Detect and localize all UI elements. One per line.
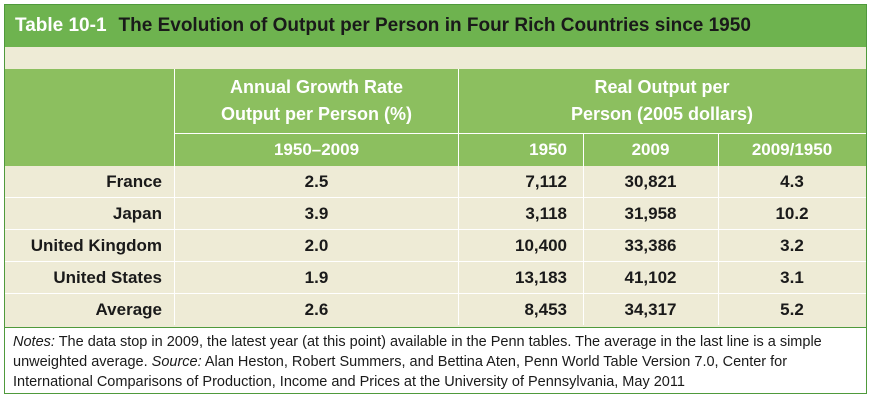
notes-text: The data stop in 2009, the latest year (… [13,334,822,370]
row-2009: 31,958 [624,203,677,223]
table-title-bar: Table 10-1 The Evolution of Output per P… [5,5,866,47]
row-1950: 7,112 [525,171,567,191]
header-1950: 1950 [529,140,567,159]
row-growth: 3.9 [304,203,329,223]
header-output-line1: Real Output per [594,77,730,97]
spacer-row [5,47,866,70]
row-1950: 10,400 [515,235,567,255]
row-ratio: 3.1 [780,267,804,287]
cell-divider [458,230,459,261]
row-country: France [106,171,162,191]
table-row: United Kingdom 2.0 10,400 33,386 3.2 [5,230,866,262]
row-2009: 34,317 [624,299,677,319]
cell-divider [458,294,459,325]
row-country: United Kingdom [30,235,162,255]
cell-divider [583,294,584,325]
row-2009: 30,821 [624,171,677,191]
row-country: Average [95,299,162,319]
header-divider [718,133,719,166]
header-growth-line2: Output per Person (%) [220,104,412,124]
row-ratio: 4.3 [780,171,804,191]
cell-divider [174,166,175,197]
table-number: Table 10-1 [15,15,107,36]
row-ratio: 5.2 [780,299,804,319]
row-2009: 33,386 [624,235,677,255]
notes-label: Notes: [13,334,55,350]
source-text: Alan Heston, Robert Summers, and Bettina… [13,354,788,390]
row-1950: 8,453 [524,299,567,319]
cell-divider [458,166,459,197]
cell-divider [458,262,459,293]
row-1950: 3,118 [525,203,567,223]
header-growth-group: Annual Growth Rate Output per Person (%) [175,69,458,133]
row-ratio: 10.2 [775,203,809,223]
cell-divider [718,294,719,325]
header-output-line2: Person (2005 dollars) [570,104,754,124]
row-growth: 2.5 [304,171,329,191]
cell-divider [718,166,719,197]
cell-divider [174,262,175,293]
table-title: The Evolution of Output per Person in Fo… [118,15,751,36]
source-label: Source: [151,354,202,370]
table-header: Annual Growth Rate Output per Person (%)… [5,69,866,166]
cell-divider [174,294,175,325]
row-growth: 2.6 [304,299,329,319]
table-row-average: Average 2.6 8,453 34,317 5.2 [5,294,866,326]
cell-divider [174,230,175,261]
cell-divider [458,198,459,229]
header-growth-line1: Annual Growth Rate [229,77,403,97]
row-ratio: 3.2 [780,235,804,255]
row-1950: 13,183 [515,267,567,287]
row-2009: 41,102 [624,267,677,287]
header-ratio: 2009/1950 [751,140,833,159]
row-country: Japan [112,203,162,223]
header-divider [458,69,459,166]
cell-divider [583,230,584,261]
header-divider [174,69,175,166]
header-2009: 2009 [631,140,670,159]
table-frame: Table 10-1 The Evolution of Output per P… [4,4,867,394]
row-growth: 2.0 [304,235,329,255]
cell-divider [583,198,584,229]
cell-divider [174,198,175,229]
table-notes: Notes: The data stop in 2009, the latest… [5,327,866,393]
table-row: United States 1.9 13,183 41,102 3.1 [5,262,866,294]
cell-divider [583,166,584,197]
cell-divider [718,230,719,261]
header-output-group: Real Output per Person (2005 dollars) [458,69,866,133]
table-row: Japan 3.9 3,118 31,958 10.2 [5,198,866,230]
cell-divider [718,262,719,293]
row-growth: 1.9 [304,267,329,287]
header-rule [175,133,866,134]
cell-divider [583,262,584,293]
header-period: 1950–2009 [273,140,360,159]
header-divider [583,133,584,166]
table-row: France 2.5 7,112 30,821 4.3 [5,166,866,198]
row-country: United States [53,267,162,287]
cell-divider [718,198,719,229]
